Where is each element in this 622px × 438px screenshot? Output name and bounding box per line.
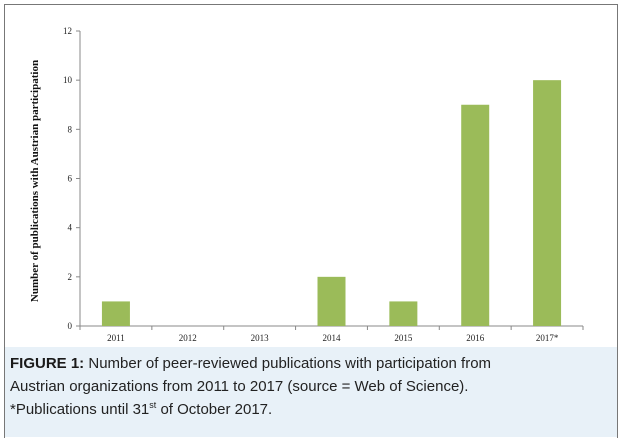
figure-caption: FIGURE 1: Number of peer-reviewed public… <box>10 352 610 421</box>
bar-2015 <box>389 301 418 326</box>
bar-2011 <box>101 301 130 326</box>
caption-line-3-post: of October 2017. <box>156 401 273 418</box>
bar-2017 <box>533 80 562 327</box>
x-tick-label: 2014 <box>323 333 342 343</box>
y-tick-label: 10 <box>63 75 73 85</box>
caption-line-2: Austrian organizations from 2011 to 2017… <box>10 378 469 395</box>
x-tick-label: 2015 <box>394 333 413 343</box>
x-tick-label: 2012 <box>179 333 197 343</box>
x-tick-label: 2016 <box>466 333 485 343</box>
bar-2016 <box>461 104 490 326</box>
caption-line-1: Number of peer-reviewed publications wit… <box>84 355 492 372</box>
y-tick-label: 4 <box>68 223 73 233</box>
caption-line-3-pre: *Publications until 31 <box>10 401 150 418</box>
figure-frame <box>4 4 618 438</box>
y-tick-label: 8 <box>68 124 73 134</box>
y-tick-label: 0 <box>68 321 73 331</box>
x-tick-label: 2011 <box>107 333 125 343</box>
y-tick-label: 2 <box>68 272 73 282</box>
caption-label: FIGURE 1: <box>10 355 85 372</box>
bar-2014 <box>317 276 346 326</box>
x-tick-label: 2017* <box>536 333 559 343</box>
chart-area: Number of publications with Austrian par… <box>29 26 584 343</box>
y-axis-label: Number of publications with Austrian par… <box>29 60 41 302</box>
caption-line-3-sup: st <box>149 400 157 410</box>
y-tick-label: 6 <box>68 174 73 184</box>
x-tick-label: 2013 <box>251 333 270 343</box>
y-tick-label: 12 <box>63 26 72 36</box>
caption-background <box>5 347 617 437</box>
bar-chart: Number of publications with Austrian par… <box>29 26 584 343</box>
